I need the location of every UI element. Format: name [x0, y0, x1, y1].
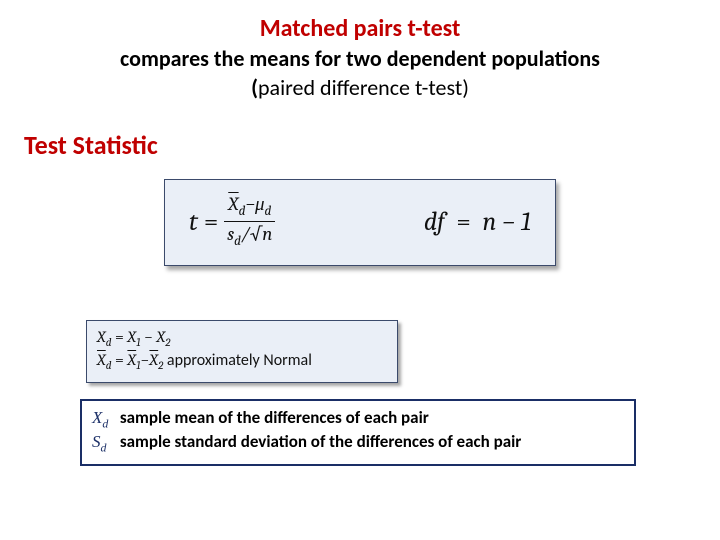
formula-box: t = Xd−μd sd/n df = n − 1	[164, 179, 556, 266]
t-symbol: t	[189, 207, 198, 237]
legend-text-sd: sample standard deviation of the differe…	[116, 431, 521, 452]
legend-symbol-xd: Xd	[92, 407, 116, 431]
page-title: Matched pairs t-test	[0, 14, 720, 43]
equals-sign: =	[204, 207, 218, 237]
legend-text-mean: sample mean of the differences of each p…	[116, 407, 429, 428]
xbar-d: X	[228, 193, 238, 215]
fraction: Xd−μd sd/n	[224, 194, 275, 249]
mu-d: μ	[255, 193, 265, 215]
subtitle-line-2: (paired difference t-test)	[0, 74, 720, 101]
subtitle-open-paren: (	[251, 74, 258, 101]
degrees-of-freedom: df = n − 1	[424, 207, 531, 237]
subtitle-text: paired difference t-test)	[258, 74, 469, 101]
definitions-box: Xd = X1 − X2 Xd = X1−X2 approximately No…	[86, 320, 398, 383]
subtitle-line-1: compares the means for two dependent pop…	[0, 45, 720, 72]
title-block: Matched pairs t-test compares the means …	[0, 0, 720, 101]
t-statistic-formula: t = Xd−μd sd/n	[189, 194, 275, 249]
legend-symbol-sd: Sd	[92, 431, 116, 455]
section-heading: Test Statistic	[24, 129, 720, 161]
legend-box: Xd sample mean of the differences of eac…	[80, 399, 636, 466]
legend-row-mean: Xd sample mean of the differences of eac…	[92, 407, 624, 431]
denominator: sd/n	[227, 222, 272, 249]
numerator: Xd−μd	[224, 194, 275, 222]
definition-xd: Xd = X1 − X2	[97, 327, 387, 350]
sqrt-n: n	[250, 223, 273, 245]
definition-xbard: Xd = X1−X2 approximately Normal	[97, 350, 387, 373]
legend-row-sd: Sd sample standard deviation of the diff…	[92, 431, 624, 455]
